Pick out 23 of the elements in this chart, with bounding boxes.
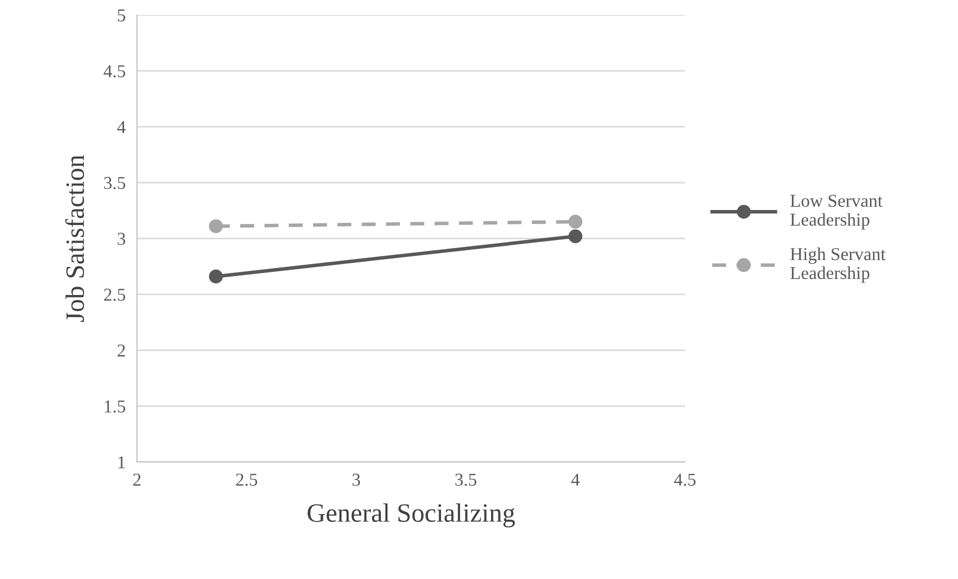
point [568,229,582,244]
x-tick-label: 3.5 [455,474,476,486]
y-tick-label: 5 [118,9,126,22]
point [208,270,223,284]
y-tick-label: 2 [118,344,125,357]
point [208,219,223,234]
y-tick-label: 2.5 [104,288,126,301]
legend-label: Low Servant Leadership [790,194,883,230]
x-tick-label: 2.5 [236,474,258,486]
y-axis-title: Job Satisfaction [65,154,84,322]
y-tick-label: 1 [118,456,125,468]
x-tick-label: 3 [352,474,360,486]
x-tick-label: 4.5 [674,474,696,486]
y-tick-label: 3.5 [104,176,126,190]
legend-label: High Servant Leadership [790,248,886,283]
x-tick-label: 2 [133,474,141,486]
x-axis-title: General Socializing [308,503,515,528]
y-tick-label: 1.5 [104,400,126,413]
y-tick-label: 3 [118,232,126,245]
point [568,214,582,229]
y-tick-label: 4 [117,121,126,134]
y-tick-label: 4.5 [104,65,126,78]
x-tick-label: 4 [571,474,580,486]
